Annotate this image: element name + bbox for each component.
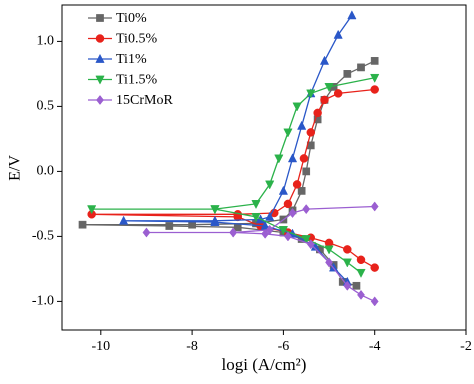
- marker: [165, 222, 174, 230]
- legend-label: 15CrMoR: [116, 93, 173, 108]
- marker: [306, 239, 315, 250]
- marker: [356, 268, 366, 278]
- marker: [233, 223, 242, 232]
- marker: [333, 89, 343, 98]
- marker: [283, 199, 293, 209]
- marker: [370, 57, 379, 65]
- marker: [78, 220, 87, 229]
- marker: [320, 95, 329, 105]
- marker: [319, 55, 330, 65]
- marker: [265, 224, 274, 235]
- marker: [333, 29, 343, 39]
- x-tick-label: -4: [369, 339, 381, 354]
- marker: [347, 10, 357, 20]
- marker: [87, 205, 97, 215]
- marker: [261, 228, 270, 239]
- marker: [342, 258, 352, 268]
- marker: [343, 280, 352, 291]
- marker: [297, 187, 306, 195]
- legend-label: Ti0.5%: [116, 32, 157, 47]
- marker: [301, 235, 311, 245]
- legend-marker: [96, 94, 104, 106]
- marker: [370, 85, 379, 94]
- legend-marker: [95, 34, 105, 43]
- marker: [352, 281, 361, 290]
- legend-label: Ti1%: [116, 52, 147, 67]
- marker: [370, 201, 379, 212]
- y-tick-label: 0.5: [37, 99, 55, 114]
- legend-label: Ti1.5%: [116, 73, 157, 88]
- legend-label: Ti0%: [116, 11, 147, 26]
- marker: [302, 204, 311, 215]
- marker: [283, 128, 293, 138]
- marker: [288, 207, 297, 219]
- marker: [357, 289, 365, 300]
- marker: [292, 102, 302, 112]
- legend-marker: [95, 75, 105, 85]
- marker: [292, 180, 302, 189]
- marker: [210, 205, 220, 215]
- marker: [313, 108, 322, 118]
- legend-marker: [96, 14, 104, 22]
- marker: [329, 262, 339, 272]
- marker: [299, 154, 309, 163]
- marker: [370, 73, 380, 83]
- marker: [274, 154, 284, 164]
- x-tick-label: -2: [460, 339, 472, 354]
- marker: [370, 263, 379, 272]
- marker: [119, 215, 129, 225]
- y-tick-label: 0.0: [37, 164, 55, 179]
- marker: [302, 167, 311, 176]
- x-tick-label: -6: [278, 339, 290, 354]
- y-tick-label: -1.0: [32, 294, 54, 309]
- marker: [343, 245, 352, 254]
- marker: [251, 200, 261, 210]
- marker: [142, 227, 151, 238]
- series-line: [123, 15, 353, 283]
- marker: [306, 128, 316, 137]
- marker: [278, 226, 289, 236]
- x-tick-label: -10: [91, 339, 110, 354]
- marker: [325, 257, 333, 268]
- marker: [356, 255, 366, 265]
- marker: [265, 211, 275, 221]
- x-axis-label: logi (A/cm²): [222, 355, 307, 374]
- y-tick-label: -0.5: [32, 229, 54, 244]
- marker: [229, 227, 238, 238]
- marker: [251, 213, 261, 223]
- marker: [278, 185, 289, 195]
- y-axis-label: E/V: [7, 155, 24, 181]
- x-tick-label: -8: [186, 339, 198, 354]
- legend-marker: [95, 53, 105, 63]
- marker: [324, 245, 334, 255]
- marker: [306, 89, 316, 99]
- marker: [284, 231, 292, 242]
- marker: [357, 63, 365, 72]
- marker: [265, 180, 275, 190]
- marker: [210, 215, 220, 225]
- series-line: [146, 205, 375, 302]
- marker: [324, 83, 334, 93]
- plot-frame: [61, 4, 467, 331]
- y-tick-label: 1.0: [37, 34, 55, 49]
- marker: [343, 70, 352, 78]
- marker: [370, 296, 379, 307]
- marker: [287, 153, 298, 163]
- marker: [297, 120, 307, 130]
